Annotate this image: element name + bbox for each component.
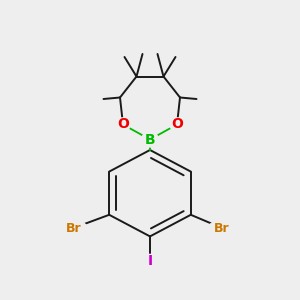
Ellipse shape: [170, 118, 184, 131]
Text: B: B: [145, 133, 155, 146]
Ellipse shape: [60, 220, 87, 236]
Ellipse shape: [144, 254, 156, 268]
Text: I: I: [147, 254, 153, 268]
Ellipse shape: [116, 118, 130, 131]
Ellipse shape: [208, 220, 236, 236]
Text: O: O: [117, 118, 129, 131]
Ellipse shape: [142, 132, 158, 147]
Text: O: O: [171, 118, 183, 131]
Text: Br: Br: [214, 221, 230, 235]
Text: Br: Br: [66, 221, 81, 235]
